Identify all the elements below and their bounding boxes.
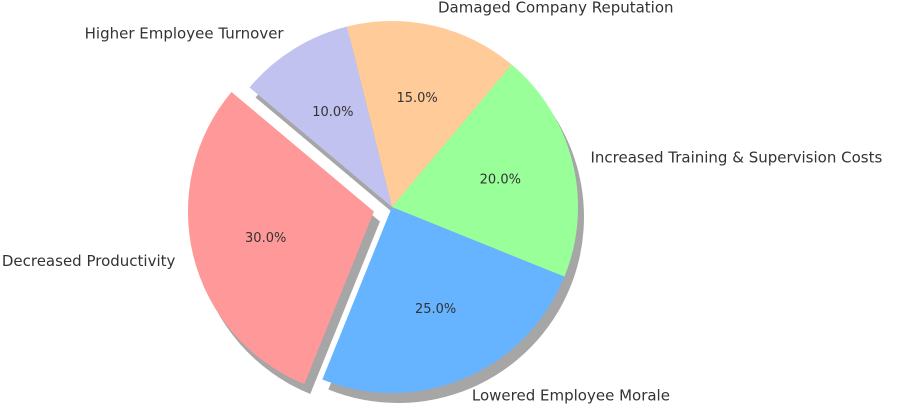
- pct-label-higher-employee-turnover: 10.0%: [312, 105, 353, 120]
- slice-damaged-company-reputation: [347, 20, 512, 207]
- category-label-decreased-productivity: Decreased Productivity: [2, 252, 176, 270]
- pct-label-damaged-company-reputation: 15.0%: [396, 91, 437, 106]
- pct-label-lowered-employee-morale: 25.0%: [415, 302, 456, 317]
- slice-increased-training-and-supervision-costs: [392, 64, 579, 277]
- slices: [187, 20, 579, 394]
- category-label-higher-employee-turnover: Higher Employee Turnover: [85, 25, 285, 43]
- pct-label-increased-training-and-supervision-costs: 20.0%: [480, 173, 521, 188]
- category-label-lowered-employee-morale: Lowered Employee Morale: [472, 386, 670, 404]
- category-labels: Decreased Productivity Lowered Employee M…: [2, 0, 883, 404]
- slice-lowered-employee-morale: [322, 207, 565, 394]
- category-label-damaged-company-reputation: Damaged Company Reputation: [438, 0, 674, 17]
- percentage-labels: 30.0% 25.0% 20.0% 15.0% 10.0%: [245, 91, 521, 317]
- pct-label-decreased-productivity: 30.0%: [245, 231, 286, 246]
- category-label-increased-training-and-supervision-costs: Increased Training & Supervision Costs: [591, 149, 883, 167]
- slice-decreased-productivity: [187, 91, 374, 384]
- slice-higher-employee-turnover: [249, 26, 392, 207]
